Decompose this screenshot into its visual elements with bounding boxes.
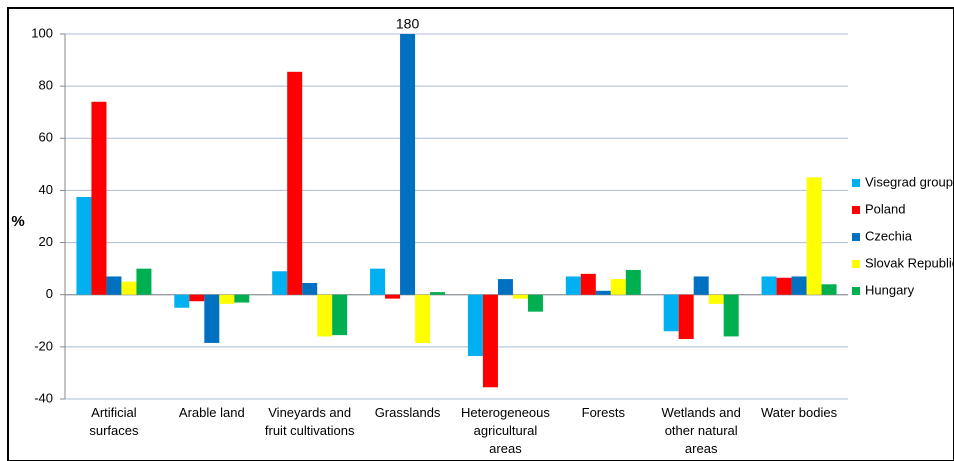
bar — [776, 277, 792, 295]
bar — [287, 71, 303, 295]
bar — [693, 276, 709, 295]
x-tick-label: Heterogeneous agricultural areas — [460, 405, 550, 456]
grid — [60, 33, 848, 400]
x-tick-label: Water bodies — [761, 405, 838, 420]
bar — [106, 276, 122, 295]
legend-swatch — [852, 179, 860, 187]
bar — [400, 34, 416, 295]
bar — [761, 276, 777, 295]
y-tick-label: 0 — [46, 286, 53, 301]
bar — [610, 279, 626, 295]
legend-label: Visegrad group — [865, 174, 953, 189]
bar — [565, 276, 581, 295]
bar — [806, 177, 822, 295]
y-tick-label: -20 — [34, 338, 53, 353]
bar — [595, 290, 611, 295]
bar — [219, 294, 235, 304]
bar — [821, 284, 837, 295]
bar — [708, 294, 724, 304]
bar — [430, 292, 446, 295]
bar — [204, 294, 220, 343]
bar — [370, 268, 386, 295]
bar — [415, 294, 431, 343]
bar — [497, 279, 513, 295]
x-tick-label: Forests — [581, 405, 625, 420]
bar — [527, 294, 543, 312]
bar — [791, 276, 807, 295]
y-axis-label: % — [11, 213, 24, 230]
bar — [723, 294, 739, 337]
bar — [174, 294, 190, 308]
x-tick-label: Wetlands and other natural areas — [661, 405, 741, 456]
y-tick-label: -40 — [34, 390, 53, 405]
y-tick-label: 40 — [39, 182, 53, 197]
bar — [663, 294, 679, 332]
bar — [121, 281, 137, 295]
legend-label: Czechia — [865, 228, 913, 243]
bar — [189, 294, 205, 302]
x-tick-label: Vineyards and fruit cultivations — [264, 405, 355, 438]
legend-swatch — [852, 260, 860, 268]
legend-swatch — [852, 206, 860, 214]
bar — [317, 294, 333, 337]
legend-label: Slovak Republic — [865, 255, 954, 270]
bar — [580, 273, 596, 295]
bar — [467, 294, 483, 356]
bar — [272, 271, 288, 295]
x-tick-label: Arable land — [178, 405, 245, 420]
legend-swatch — [852, 287, 860, 295]
frame — [7, 7, 954, 461]
y-tick-label: 20 — [39, 234, 53, 249]
bar — [234, 294, 250, 303]
y-tick-label: 80 — [39, 78, 53, 93]
y-tick-label: 60 — [39, 130, 53, 145]
data-label: 180 — [396, 16, 420, 32]
bar — [302, 282, 318, 295]
x-tick-label: Grasslands — [374, 405, 441, 420]
legend-swatch — [852, 233, 860, 241]
legend-label: Hungary — [865, 282, 915, 297]
legend-label: Poland — [865, 201, 905, 216]
bar — [625, 269, 641, 295]
bars — [76, 34, 837, 388]
bar — [385, 294, 401, 299]
bar — [332, 294, 348, 336]
bar — [76, 196, 92, 295]
bar — [678, 294, 694, 340]
bar — [91, 101, 107, 295]
y-tick-label: 100 — [31, 25, 53, 40]
x-tick-label: Artificial surfaces — [89, 405, 139, 438]
bar — [482, 294, 498, 388]
bar — [136, 268, 152, 295]
bar — [512, 294, 528, 299]
